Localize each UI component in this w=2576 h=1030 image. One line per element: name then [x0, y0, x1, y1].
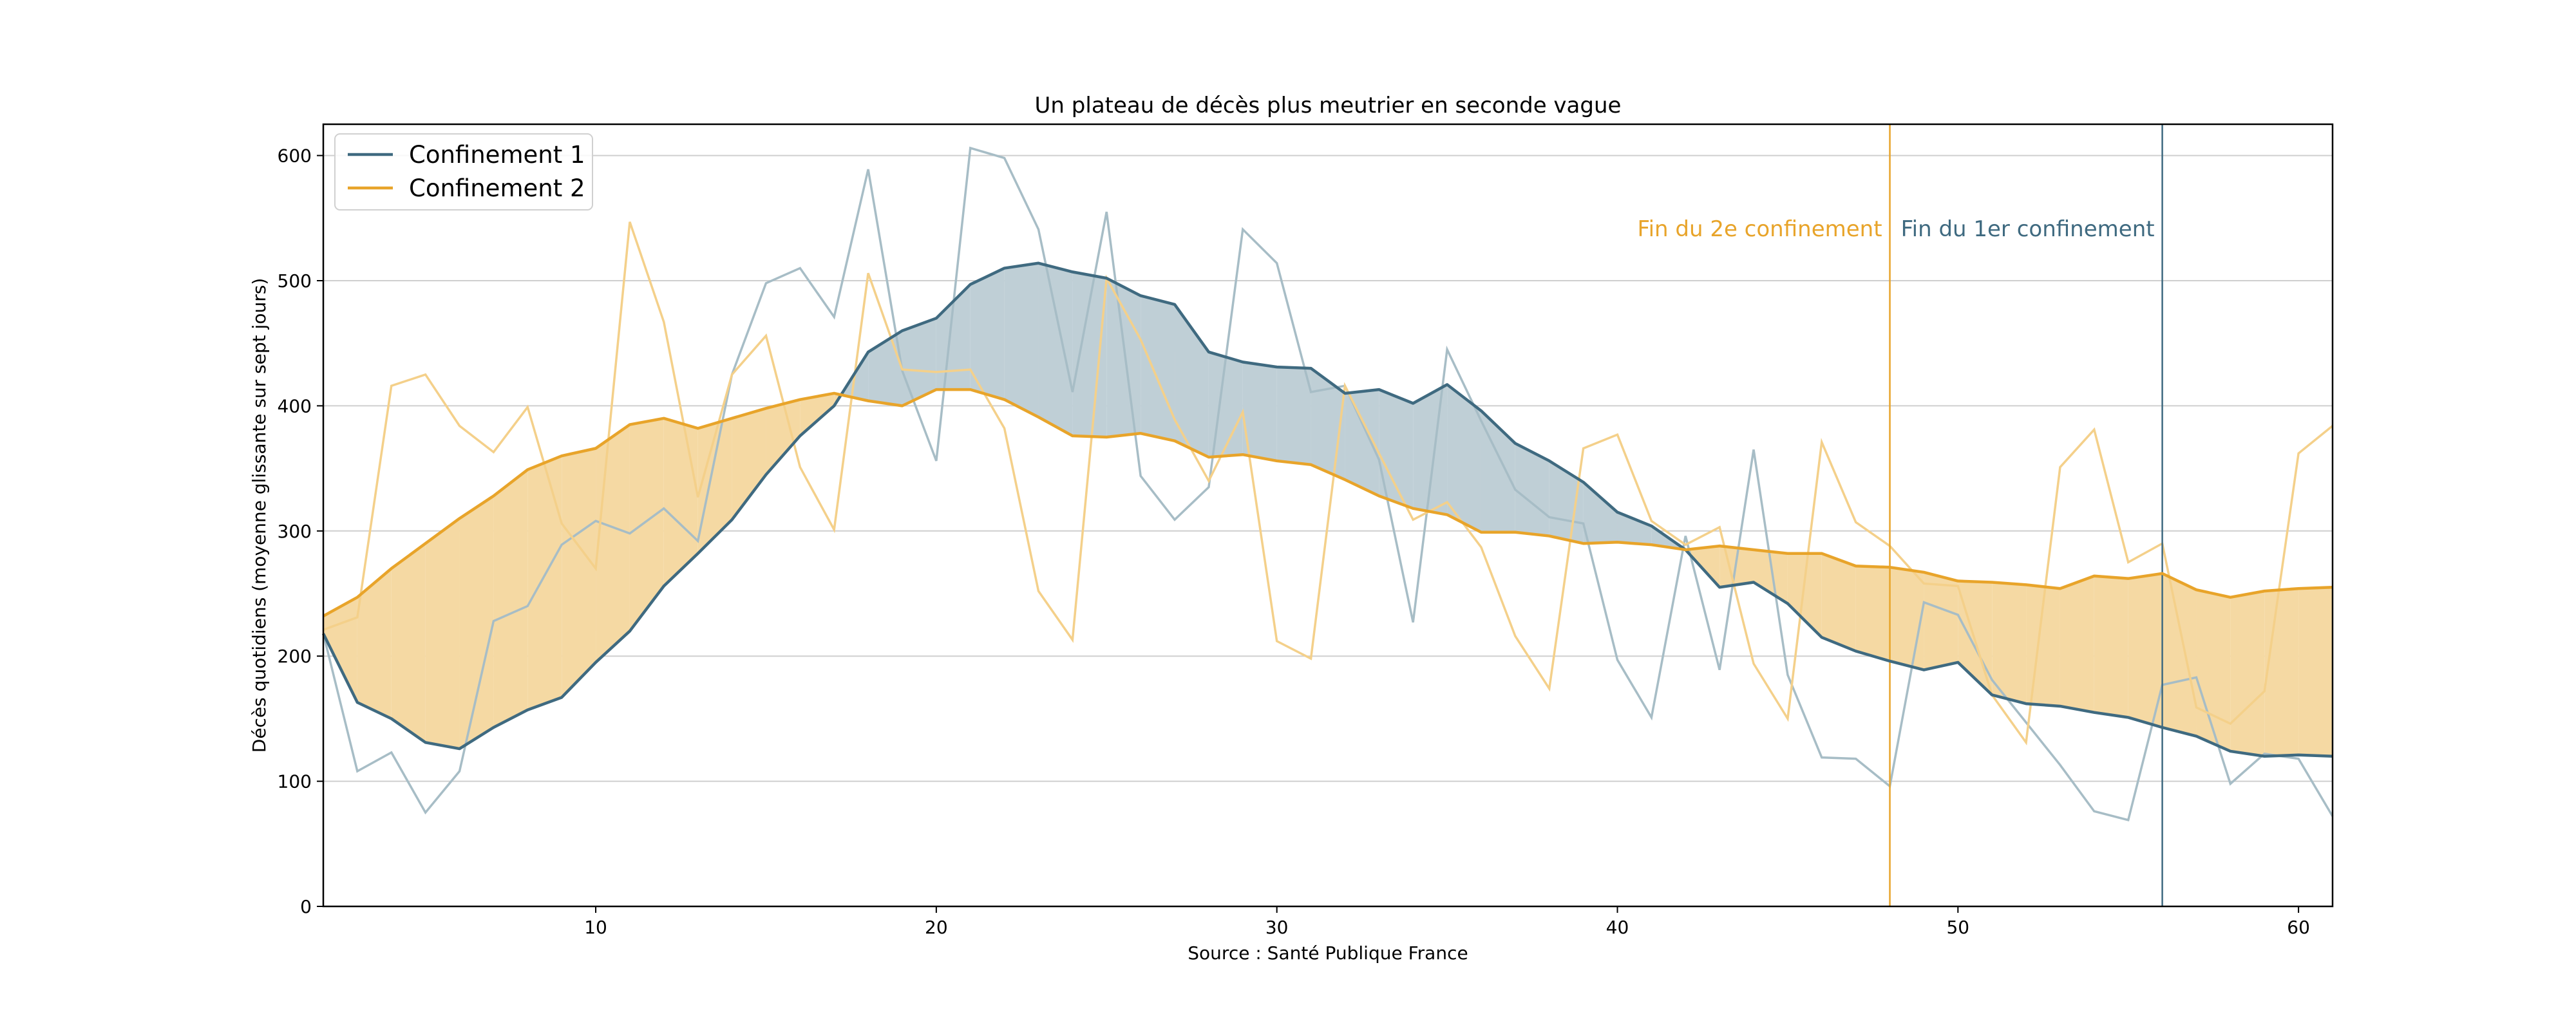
fill-segment	[1481, 411, 1515, 532]
fill-segment	[357, 568, 392, 719]
legend-box	[334, 133, 593, 211]
fill-segment	[2060, 576, 2094, 713]
fill-segment	[1038, 263, 1073, 436]
x-axis-label: Source : Santé Publique France	[1188, 942, 1468, 964]
annotation-2: Fin du 1er confinement	[1901, 216, 2155, 242]
y-tick-label: 400	[278, 395, 312, 417]
fill-segment	[596, 424, 630, 662]
x-tick-label: 30	[1265, 917, 1289, 938]
raw-series-line-2	[323, 221, 2334, 746]
fill-segment	[2298, 587, 2333, 756]
legend-label-2: Confinement 2	[409, 174, 585, 202]
fill-segment	[2094, 576, 2128, 718]
fill-segment	[766, 399, 800, 475]
fill-segment	[2128, 573, 2163, 728]
smoothed-series-lines	[321, 261, 2333, 758]
annotations: Fin du 2e confinement Fin du 1er confinem…	[1638, 216, 2155, 242]
fill-segment	[1106, 278, 1141, 437]
legend-label-1: Confinement 1	[409, 141, 585, 169]
raw-series-line-1	[322, 146, 2334, 821]
fill-segment	[732, 408, 766, 520]
plot-frame	[322, 123, 2334, 908]
fill-segment	[970, 268, 1005, 400]
fill-segment	[902, 318, 936, 406]
x-tick-label: 40	[1606, 917, 1629, 938]
x-tick-label: 50	[1946, 917, 1969, 938]
x-tick-label: 20	[925, 917, 948, 938]
fill-segment	[1141, 295, 1175, 441]
axis-ticks: 0 100 200 300 400 500 600 10 20 30 40 50 60	[278, 145, 2310, 938]
y-tick-label: 500	[278, 270, 312, 292]
fill-segment	[391, 543, 426, 743]
fill-segment	[1992, 582, 2027, 704]
fill-segment	[562, 448, 596, 698]
y-tick-label: 0	[300, 896, 312, 917]
fill-segment	[1276, 367, 1311, 465]
fill-segment	[1549, 460, 1584, 544]
fill-segment	[527, 456, 562, 710]
fill-segment	[1821, 553, 1856, 651]
y-tick-label: 300	[278, 521, 312, 542]
x-tick-label: 10	[584, 917, 607, 938]
fill-segment	[1072, 272, 1107, 437]
fill-segment	[459, 496, 494, 749]
fill-segment	[1379, 389, 1414, 509]
fill-segment	[629, 418, 664, 632]
fill-segment	[868, 330, 902, 406]
fill-segment	[2264, 588, 2299, 756]
fill-segment	[1583, 482, 1618, 544]
fill-segment	[1515, 443, 1549, 536]
fill-segment	[1855, 566, 1890, 661]
raw-daily-lines	[322, 146, 2334, 821]
fill-segment	[1447, 384, 1481, 532]
annotation-1: Fin du 2e confinement	[1638, 216, 1882, 242]
fill-segment	[1754, 549, 1788, 604]
fill-segment	[1924, 572, 1958, 670]
fill-segment	[1345, 389, 1379, 496]
fill-segment	[1175, 304, 1209, 458]
legend: Confinement 1 Confinement 2	[334, 133, 593, 211]
x-tick-label: 60	[2287, 917, 2310, 938]
fill-segment	[1787, 553, 1822, 638]
area-fills	[323, 263, 2333, 756]
vertical-reference-lines	[1889, 124, 2163, 906]
y-axis-label: Décès quotidiens (moyenne glissante sur …	[249, 278, 270, 753]
fill-segment	[800, 393, 835, 436]
fill-segment	[1889, 567, 1924, 670]
series-line-2	[322, 388, 2333, 617]
fill-segment	[1004, 263, 1039, 417]
fill-segment	[493, 469, 528, 728]
fill-segment	[697, 418, 732, 554]
fill-segment	[1617, 512, 1652, 545]
fill-segment	[1413, 384, 1448, 515]
chart-title: Un plateau de décès plus meutrier en sec…	[1035, 93, 1622, 118]
y-tick-label: 200	[278, 646, 312, 667]
fill-segment	[425, 518, 460, 749]
series-line-1	[321, 261, 2333, 758]
fill-segment	[323, 597, 357, 703]
fill-segment	[2230, 591, 2265, 756]
y-tick-label: 100	[278, 771, 312, 792]
fill-segment	[663, 418, 698, 586]
fill-segment	[2162, 573, 2197, 736]
y-tick-label: 600	[278, 145, 312, 167]
fill-segment	[1242, 362, 1277, 461]
